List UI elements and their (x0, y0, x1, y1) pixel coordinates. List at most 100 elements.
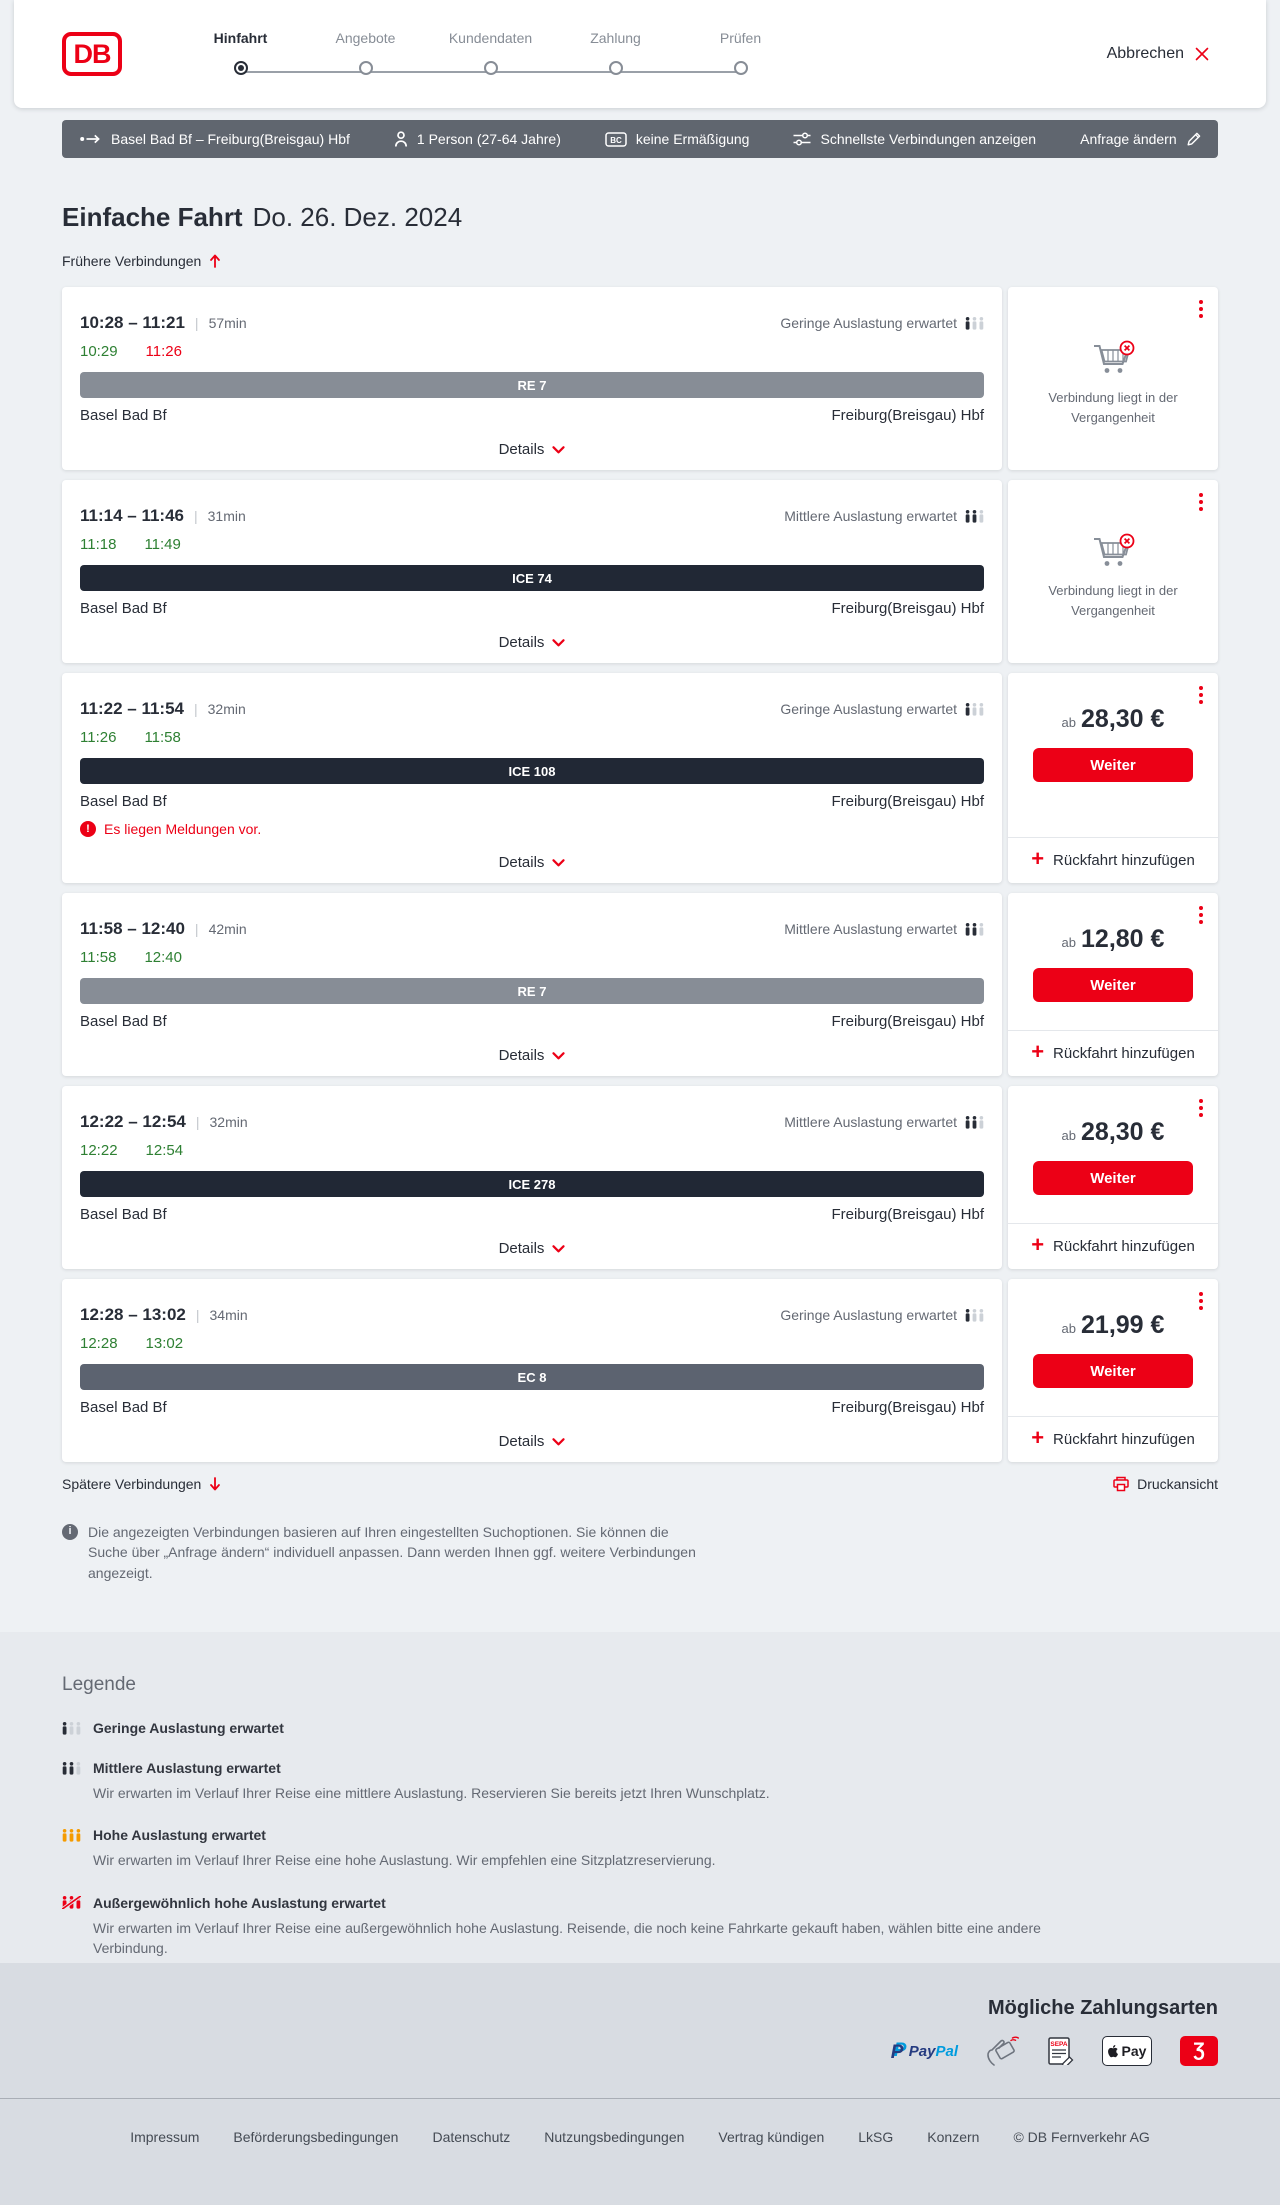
add-return-label: Rückfahrt hinzufügen (1053, 852, 1195, 869)
train-label-bar[interactable]: ICE 74 (80, 565, 984, 591)
price-value: 21,99 € (1081, 1311, 1165, 1339)
step-label: Zahlung (590, 30, 641, 46)
kebab-menu[interactable] (1197, 491, 1205, 513)
main-page: DB Hinfahrt Angebote Kundendaten Zahlung… (14, 0, 1266, 1581)
price-prefix: ab (1061, 1321, 1077, 1336)
later-connections-link[interactable]: Spätere Verbindungen (62, 1476, 221, 1492)
earlier-connections-link[interactable]: Frühere Verbindungen (62, 253, 221, 269)
price-block: ab 12,80 € Weiter (1008, 925, 1218, 1002)
occupancy-medium-icon (62, 1762, 81, 1775)
details-toggle[interactable]: Details (80, 1240, 984, 1257)
fastest-connections-toggle[interactable]: Schnellste Verbindungen anzeigen (793, 131, 1036, 147)
occupancy-label: Geringe Auslastung erwartet (780, 1307, 957, 1323)
close-icon (1194, 46, 1210, 62)
price-prefix: ab (1061, 715, 1077, 730)
weiter-button[interactable]: Weiter (1033, 1161, 1193, 1195)
footer-link-befoerderungsbedingungen[interactable]: Beförderungsbedingungen (233, 2129, 399, 2145)
route-text: Basel Bad Bf – Freiburg(Breisgau) Hbf (111, 131, 350, 147)
discount-summary: BC keine Ermäßigung (605, 131, 749, 147)
booking-panel: ab 21,99 € Weiter + Rückfahrt hinzufügen (1008, 1279, 1218, 1462)
details-toggle[interactable]: Details (80, 854, 984, 871)
add-return-button[interactable]: + Rückfahrt hinzufügen (1008, 837, 1218, 883)
bahncard-icon-text: BC (610, 136, 622, 145)
chevron-down-icon (552, 639, 565, 647)
cancel-button[interactable]: Abbrechen (1107, 45, 1210, 63)
destination-station: Freiburg(Breisgau) Hbf (831, 1013, 984, 1030)
plus-icon: + (1031, 846, 1045, 871)
destination-station: Freiburg(Breisgau) Hbf (831, 1399, 984, 1416)
sepa-direct-debit-icon: SEPA (1048, 2037, 1074, 2065)
details-label: Details (498, 1433, 545, 1450)
details-toggle[interactable]: Details (80, 441, 984, 458)
search-summary-bar: Basel Bad Bf – Freiburg(Breisgau) Hbf 1 … (62, 120, 1218, 158)
actual-arrival-time: 12:40 (144, 949, 182, 966)
weiter-button[interactable]: Weiter (1033, 748, 1193, 782)
change-request-button[interactable]: Anfrage ändern (1080, 131, 1202, 147)
cancel-label: Abbrechen (1106, 45, 1184, 62)
change-request-label: Anfrage ändern (1080, 131, 1177, 147)
train-label-bar[interactable]: RE 7 (80, 978, 984, 1004)
legend-item-description: Wir erwarten im Verlauf Ihrer Reise eine… (93, 1919, 1041, 1956)
info-text: Die angezeigten Verbindungen basieren au… (88, 1524, 696, 1581)
add-return-button[interactable]: + Rückfahrt hinzufügen (1008, 1030, 1218, 1076)
step-dot (358, 61, 373, 75)
legend-item-exceptional: Außergewöhnlich hohe Auslastung erwartet… (62, 1895, 1218, 1959)
planned-times: 11:14 – 11:46 (80, 506, 184, 525)
step-dot-active (233, 61, 248, 75)
price-value: 28,30 € (1081, 705, 1165, 733)
apple-icon (1108, 2044, 1120, 2058)
train-label-bar[interactable]: EC 8 (80, 1364, 984, 1390)
db-logo[interactable]: DB (62, 32, 122, 76)
legend-item-title: Außergewöhnlich hohe Auslastung erwartet (93, 1894, 386, 1911)
kebab-menu[interactable] (1197, 904, 1205, 926)
origin-station: Basel Bad Bf (80, 407, 167, 424)
cart-unavailable-icon (1090, 340, 1136, 380)
train-label-bar[interactable]: ICE 278 (80, 1171, 984, 1197)
footer-link-datenschutz[interactable]: Datenschutz (432, 2129, 511, 2145)
kebab-menu[interactable] (1197, 684, 1205, 706)
destination-station: Freiburg(Breisgau) Hbf (831, 600, 984, 617)
messages-notice[interactable]: ! Es liegen Meldungen vor. (80, 821, 984, 837)
weiter-button[interactable]: Weiter (1033, 1354, 1193, 1388)
footer-link-konzern[interactable]: Konzern (927, 2129, 980, 2145)
add-return-label: Rückfahrt hinzufügen (1053, 1238, 1195, 1255)
print-view-link[interactable]: Druckansicht (1113, 1476, 1218, 1492)
chevron-down-icon (552, 446, 565, 454)
booking-panel: ab 28,30 € Weiter + Rückfahrt hinzufügen (1008, 673, 1218, 883)
details-toggle[interactable]: Details (80, 1047, 984, 1064)
duration: 57min (208, 315, 247, 331)
details-toggle[interactable]: Details (80, 634, 984, 651)
actual-arrival-time: 12:54 (145, 1142, 184, 1159)
weiter-button[interactable]: Weiter (1033, 968, 1193, 1002)
print-view-label: Druckansicht (1137, 1476, 1218, 1492)
app-header: DB Hinfahrt Angebote Kundendaten Zahlung… (14, 0, 1266, 108)
booking-panel: ab 12,80 € Weiter + Rückfahrt hinzufügen (1008, 893, 1218, 1076)
past-connection-note: Verbindung liegt in der Vergangenheit (1008, 330, 1218, 427)
duration: 34min (209, 1307, 248, 1323)
sepa-icon-text: SEPA (1050, 2041, 1068, 2048)
kebab-menu[interactable] (1197, 298, 1205, 320)
train-label-bar[interactable]: RE 7 (80, 372, 984, 398)
details-label: Details (498, 1240, 545, 1257)
add-return-button[interactable]: + Rückfahrt hinzufügen (1008, 1223, 1218, 1269)
step-angebote: Angebote (303, 30, 428, 75)
details-label: Details (498, 1047, 545, 1064)
fastest-text: Schnellste Verbindungen anzeigen (820, 131, 1037, 147)
footer-link-vertrag-kuendigen[interactable]: Vertrag kündigen (718, 2129, 825, 2145)
step-zahlung: Zahlung (553, 30, 678, 75)
connection-row: 11:58 – 12:40 | 42min Mittlere Auslastun… (62, 893, 1218, 1076)
footer-link-nutzungsbedingungen[interactable]: Nutzungsbedingungen (544, 2129, 685, 2145)
kebab-menu[interactable] (1197, 1290, 1205, 1312)
kebab-menu[interactable] (1197, 1097, 1205, 1119)
footer-link-impressum[interactable]: Impressum (130, 2129, 200, 2145)
price-block: ab 28,30 € Weiter (1008, 1118, 1218, 1195)
footer-link-lksg[interactable]: LkSG (858, 2129, 894, 2145)
page-title: Einfache Fahrt Do. 26. Dez. 2024 (62, 202, 1218, 233)
details-label: Details (498, 441, 545, 458)
paypal-text-pal: Pal (935, 2042, 958, 2060)
apple-pay-text: Pay (1121, 2043, 1147, 2059)
train-label-bar[interactable]: ICE 108 (80, 758, 984, 784)
add-return-button[interactable]: + Rückfahrt hinzufügen (1008, 1416, 1218, 1462)
duration: 42min (208, 921, 247, 937)
details-toggle[interactable]: Details (80, 1433, 984, 1450)
